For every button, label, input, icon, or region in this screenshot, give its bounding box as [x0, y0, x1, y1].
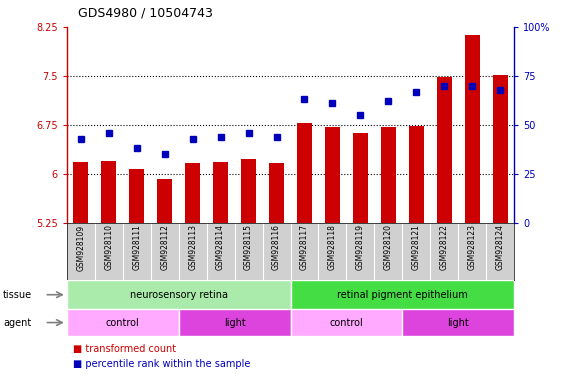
Bar — [157, 179, 173, 223]
Bar — [408, 126, 424, 223]
Text: agent: agent — [3, 318, 31, 328]
Text: GSM928110: GSM928110 — [104, 224, 113, 270]
Text: ■ transformed count: ■ transformed count — [73, 344, 175, 354]
Text: GSM928111: GSM928111 — [132, 224, 141, 270]
Text: tissue: tissue — [3, 290, 32, 300]
Text: light: light — [447, 318, 469, 328]
Bar — [290, 309, 403, 336]
Text: GSM928124: GSM928124 — [496, 224, 505, 270]
Text: GSM928120: GSM928120 — [384, 224, 393, 270]
Bar — [129, 169, 145, 223]
Text: GSM928116: GSM928116 — [272, 224, 281, 270]
Text: GSM928118: GSM928118 — [328, 224, 337, 270]
Bar — [241, 159, 256, 223]
Text: ■ percentile rank within the sample: ■ percentile rank within the sample — [73, 359, 250, 369]
Text: GSM928119: GSM928119 — [356, 224, 365, 270]
Bar — [67, 280, 290, 309]
Bar — [179, 309, 290, 336]
Bar — [213, 162, 228, 223]
Bar — [290, 280, 514, 309]
Text: neurosensory retina: neurosensory retina — [130, 290, 228, 300]
Bar — [436, 77, 452, 223]
Bar — [353, 132, 368, 223]
Bar — [325, 127, 340, 223]
Text: GDS4980 / 10504743: GDS4980 / 10504743 — [78, 6, 213, 19]
Bar — [465, 35, 480, 223]
Bar — [403, 309, 514, 336]
Bar — [493, 74, 508, 223]
Text: retinal pigment epithelium: retinal pigment epithelium — [337, 290, 468, 300]
Bar — [381, 127, 396, 223]
Text: GSM928122: GSM928122 — [440, 224, 449, 270]
Text: GSM928113: GSM928113 — [188, 224, 197, 270]
Text: control: control — [329, 318, 363, 328]
Text: GSM928117: GSM928117 — [300, 224, 309, 270]
Bar — [101, 161, 116, 223]
Bar — [67, 309, 179, 336]
Bar — [297, 123, 312, 223]
Text: GSM928114: GSM928114 — [216, 224, 225, 270]
Bar — [185, 163, 200, 223]
Text: GSM928123: GSM928123 — [468, 224, 477, 270]
Bar — [269, 163, 284, 223]
Text: control: control — [106, 318, 139, 328]
Text: light: light — [224, 318, 245, 328]
Text: GSM928112: GSM928112 — [160, 224, 169, 270]
Text: GSM928115: GSM928115 — [244, 224, 253, 270]
Text: GSM928121: GSM928121 — [412, 224, 421, 270]
Bar — [73, 162, 88, 223]
Text: GSM928109: GSM928109 — [76, 224, 85, 271]
